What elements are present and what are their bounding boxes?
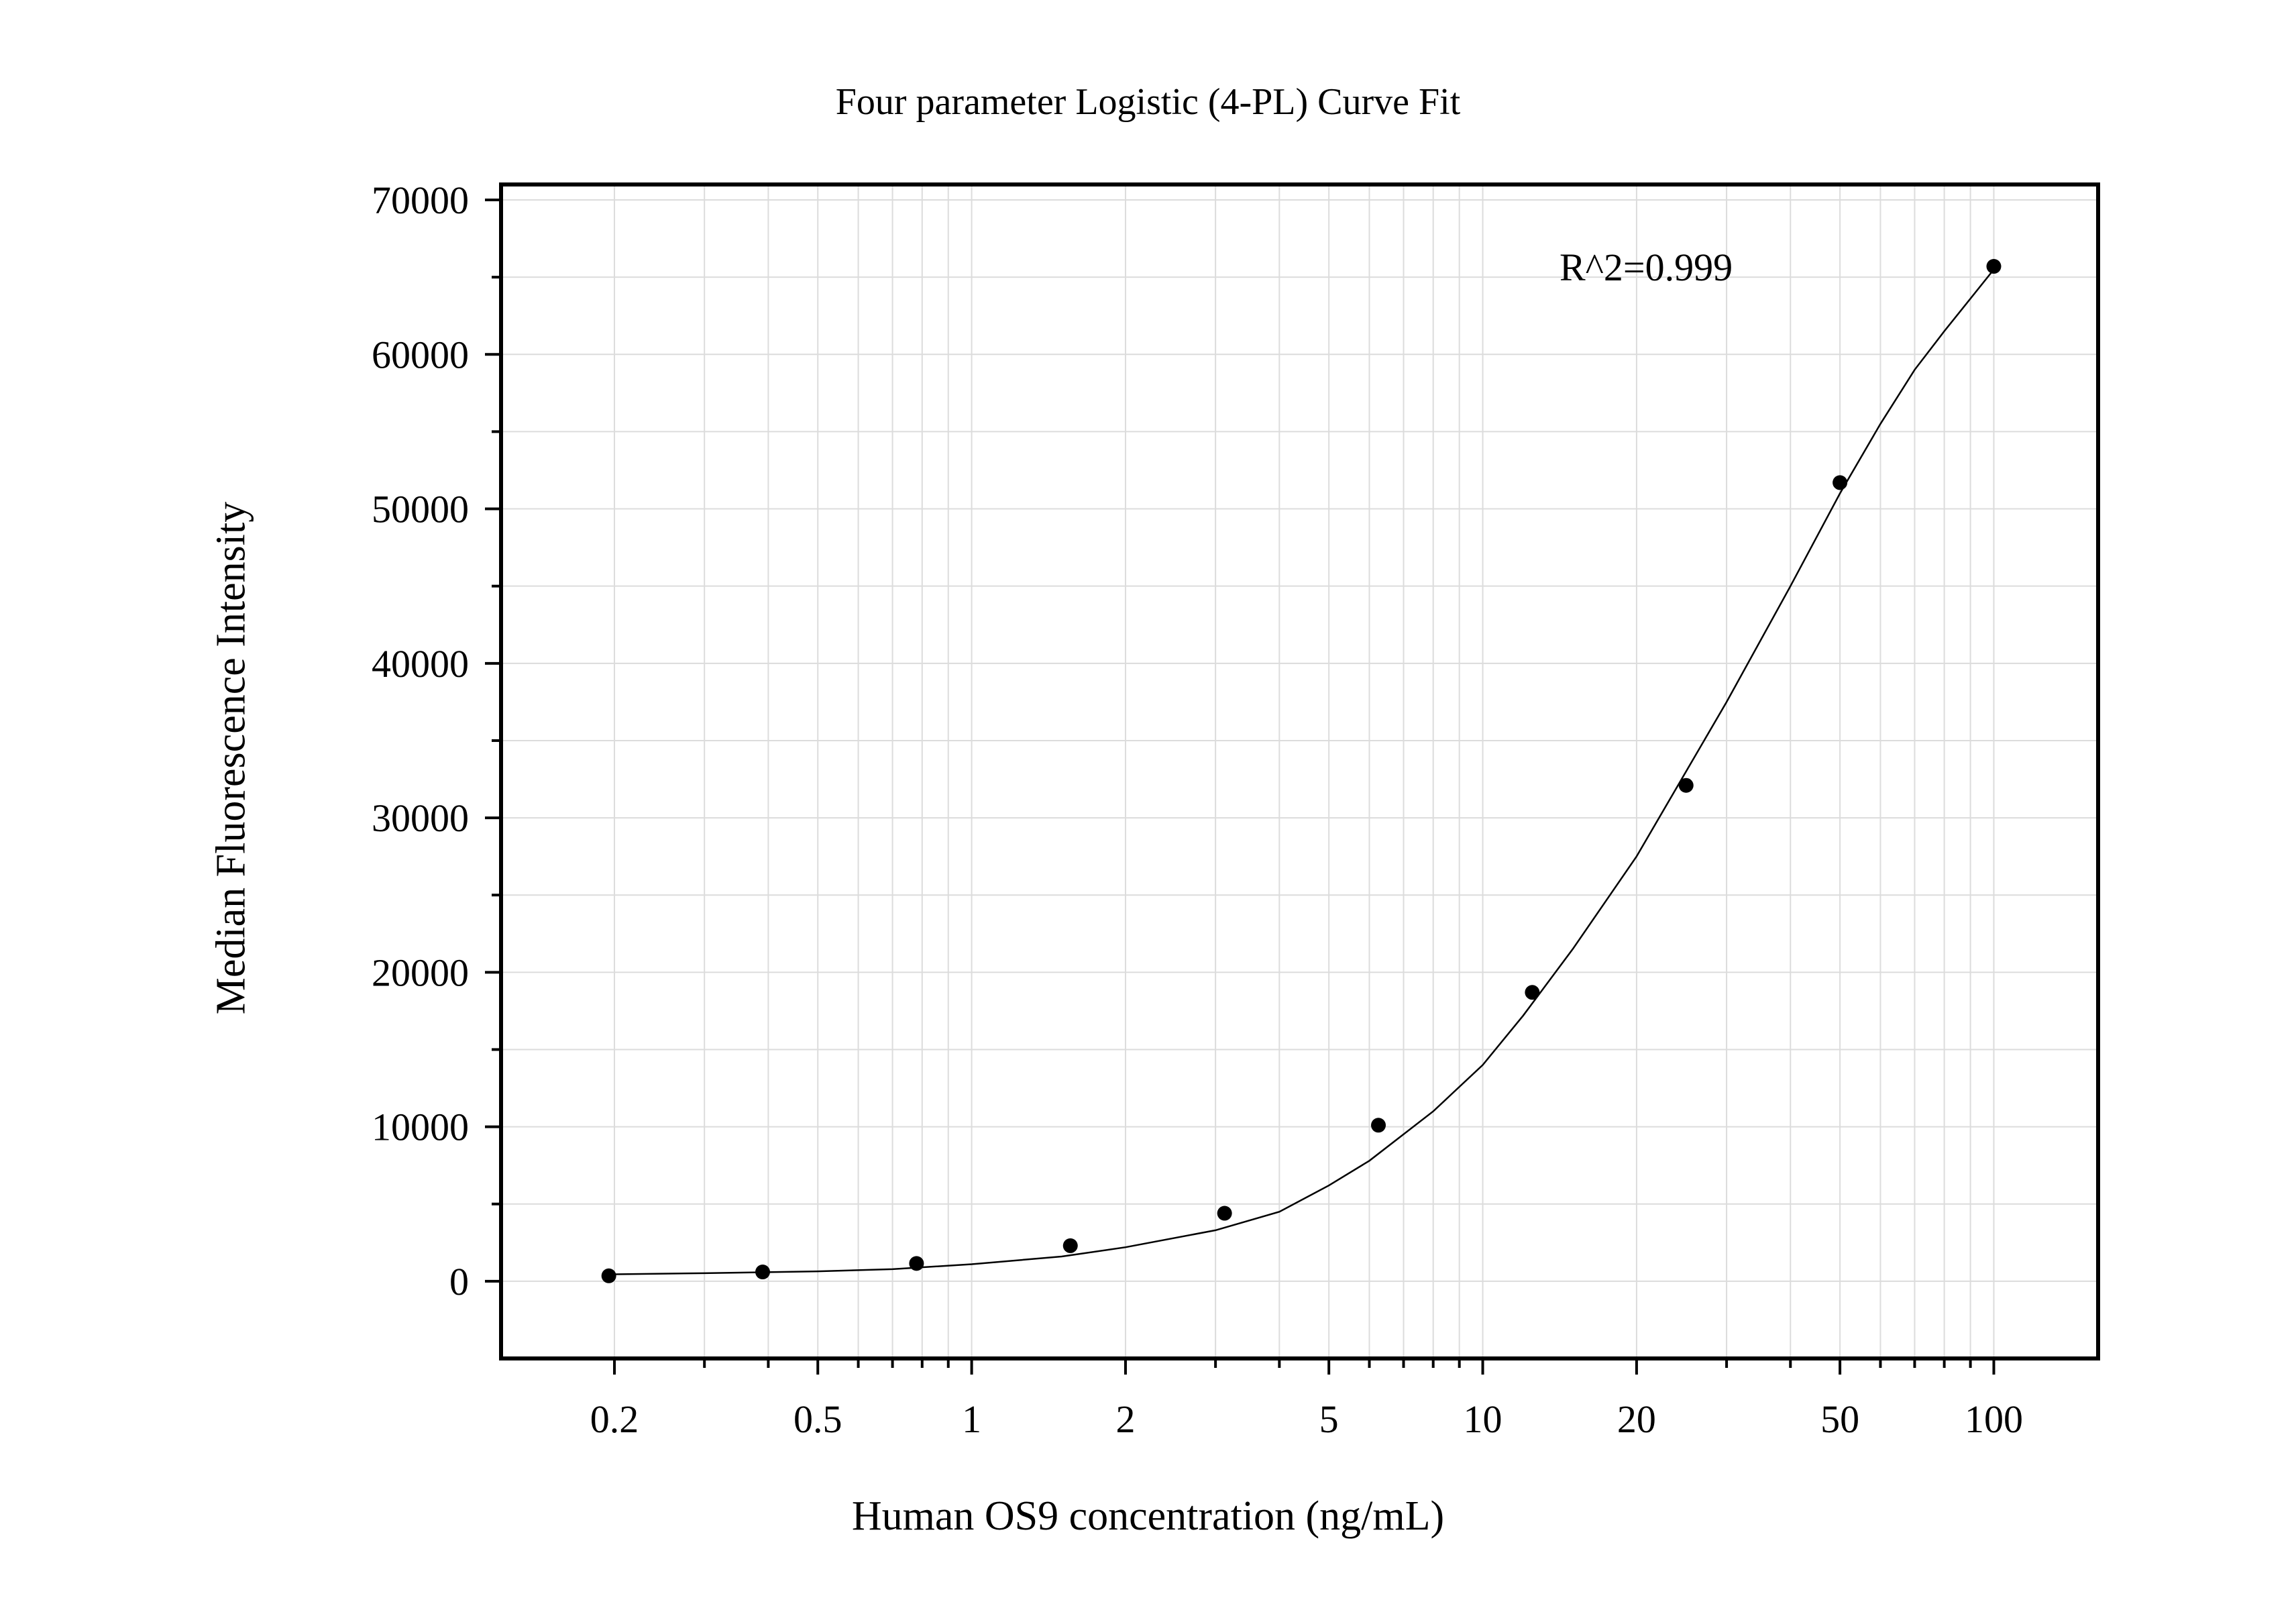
data-point	[1062, 1238, 1078, 1253]
data-point	[1217, 1206, 1232, 1221]
data-point	[601, 1268, 616, 1283]
y-tick-label: 20000	[372, 951, 469, 994]
data-point	[1833, 475, 1848, 490]
grid-lines	[501, 184, 2098, 1358]
y-tick-label: 40000	[372, 642, 469, 686]
x-tick-label: 10	[1464, 1397, 1502, 1441]
r-squared-annotation: R^2=0.999	[1560, 246, 1733, 289]
data-point	[1525, 985, 1540, 1000]
data-point	[1986, 259, 2002, 274]
x-tick-label: 0.2	[590, 1397, 639, 1441]
fit-curve-layer	[614, 268, 1995, 1275]
data-point	[755, 1265, 771, 1280]
x-tick-label: 5	[1319, 1397, 1339, 1441]
y-tick-label: 30000	[372, 796, 469, 840]
x-tick-label: 20	[1617, 1397, 1656, 1441]
data-point	[909, 1256, 924, 1271]
x-tick-label: 100	[1965, 1397, 2023, 1441]
fit-curve-line	[614, 268, 1995, 1275]
y-tick-label: 50000	[372, 488, 469, 531]
x-tick-label: 2	[1115, 1397, 1135, 1441]
data-point	[1678, 778, 1694, 793]
axes: 0 10000 20000 30000 40000 50000 60000 70000 0.2 0…	[372, 178, 2100, 1441]
x-axis-label: Human OS9 concentration (ng/mL)	[851, 1493, 1445, 1539]
y-tick-label: 0	[449, 1260, 469, 1303]
y-tick-label: 10000	[372, 1106, 469, 1149]
x-tick-label: 50	[1820, 1397, 1859, 1441]
x-tick-label: 1	[962, 1397, 981, 1441]
plot-frame	[499, 182, 2100, 1360]
x-tick-label: 0.5	[794, 1397, 842, 1441]
chart-title: Four parameter Logistic (4-PL) Curve Fit	[835, 81, 1461, 123]
data-point	[1371, 1118, 1386, 1133]
y-tick-label: 60000	[372, 333, 469, 376]
data-points	[601, 259, 2002, 1283]
y-tick-label: 70000	[372, 178, 469, 222]
